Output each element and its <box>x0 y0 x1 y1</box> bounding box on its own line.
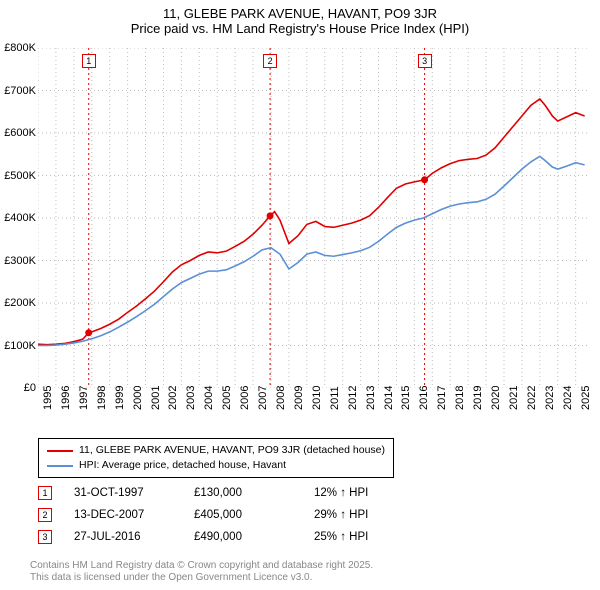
event-badge: 3 <box>38 530 52 544</box>
x-tick-label: 2007 <box>257 386 269 410</box>
x-tick-label: 2000 <box>132 386 144 410</box>
event-delta: 29% ↑ HPI <box>314 509 434 521</box>
x-tick-label: 2013 <box>365 386 377 410</box>
x-tick-label: 2009 <box>293 386 305 410</box>
event-date: 31-OCT-1997 <box>74 487 194 499</box>
legend-swatch <box>47 465 73 467</box>
x-tick-label: 2014 <box>383 386 395 410</box>
x-tick-label: 2022 <box>526 386 538 410</box>
y-tick-label: £200K <box>2 297 36 309</box>
legend-item: 11, GLEBE PARK AVENUE, HAVANT, PO9 3JR (… <box>47 443 385 458</box>
event-marker-badge: 2 <box>263 54 277 68</box>
footer-line-2: This data is licensed under the Open Gov… <box>30 572 373 584</box>
x-tick-label: 2015 <box>400 386 412 410</box>
event-delta: 12% ↑ HPI <box>314 487 434 499</box>
event-badge: 1 <box>38 486 52 500</box>
chart-subtitle: Price paid vs. HM Land Registry's House … <box>0 21 600 40</box>
x-tick-label: 2017 <box>436 386 448 410</box>
x-tick-label: 2025 <box>580 386 592 410</box>
event-marker-badge: 1 <box>82 54 96 68</box>
x-tick-label: 2005 <box>221 386 233 410</box>
event-price: £130,000 <box>194 487 314 499</box>
x-tick-label: 2008 <box>275 386 287 410</box>
event-price: £490,000 <box>194 531 314 543</box>
chart-svg <box>38 48 590 388</box>
y-tick-label: £100K <box>2 340 36 352</box>
x-tick-label: 1999 <box>114 386 126 410</box>
x-tick-label: 1996 <box>60 386 72 410</box>
y-tick-label: £700K <box>2 85 36 97</box>
x-tick-label: 2020 <box>490 386 502 410</box>
y-tick-label: £800K <box>2 42 36 54</box>
legend-item: HPI: Average price, detached house, Hava… <box>47 458 385 473</box>
chart-container: 11, GLEBE PARK AVENUE, HAVANT, PO9 3JR P… <box>0 0 600 590</box>
event-badge: 2 <box>38 508 52 522</box>
x-tick-label: 2010 <box>311 386 323 410</box>
events-table: 1 31-OCT-1997£130,00012% ↑ HPI 2 13-DEC-200… <box>38 482 434 548</box>
footer-line-1: Contains HM Land Registry data © Crown c… <box>30 560 373 572</box>
event-row: 1 31-OCT-1997£130,00012% ↑ HPI <box>38 482 434 504</box>
x-tick-label: 1998 <box>96 386 108 410</box>
x-tick-label: 2023 <box>544 386 556 410</box>
x-tick-label: 2001 <box>150 386 162 410</box>
x-tick-label: 2019 <box>472 386 484 410</box>
x-tick-label: 2004 <box>203 386 215 410</box>
x-tick-label: 2003 <box>185 386 197 410</box>
attribution-footer: Contains HM Land Registry data © Crown c… <box>30 560 373 584</box>
event-delta: 25% ↑ HPI <box>314 531 434 543</box>
legend-label: 11, GLEBE PARK AVENUE, HAVANT, PO9 3JR (… <box>79 443 385 458</box>
y-tick-label: £600K <box>2 127 36 139</box>
legend-label: HPI: Average price, detached house, Hava… <box>79 458 286 473</box>
x-tick-label: 2018 <box>454 386 466 410</box>
x-tick-label: 2011 <box>329 386 341 410</box>
x-tick-label: 2024 <box>562 386 574 410</box>
x-tick-label: 2002 <box>167 386 179 410</box>
event-price: £405,000 <box>194 509 314 521</box>
y-tick-label: £0 <box>2 382 36 394</box>
y-tick-label: £300K <box>2 255 36 267</box>
x-tick-label: 2006 <box>239 386 251 410</box>
event-row: 3 27-JUL-2016£490,00025% ↑ HPI <box>38 526 434 548</box>
x-tick-label: 1995 <box>42 386 54 410</box>
x-tick-label: 2012 <box>347 386 359 410</box>
event-date: 13-DEC-2007 <box>74 509 194 521</box>
event-marker-badge: 3 <box>418 54 432 68</box>
legend-box: 11, GLEBE PARK AVENUE, HAVANT, PO9 3JR (… <box>38 438 394 478</box>
y-tick-label: £400K <box>2 212 36 224</box>
y-tick-label: £500K <box>2 170 36 182</box>
x-tick-label: 1997 <box>78 386 90 410</box>
chart-title: 11, GLEBE PARK AVENUE, HAVANT, PO9 3JR <box>0 0 600 21</box>
legend-swatch <box>47 450 73 452</box>
event-row: 2 13-DEC-2007£405,00029% ↑ HPI <box>38 504 434 526</box>
x-tick-label: 2016 <box>418 386 430 410</box>
event-date: 27-JUL-2016 <box>74 531 194 543</box>
x-tick-label: 2021 <box>508 386 520 410</box>
plot-area: £0£100K£200K£300K£400K£500K£600K£700K£80… <box>38 48 590 388</box>
